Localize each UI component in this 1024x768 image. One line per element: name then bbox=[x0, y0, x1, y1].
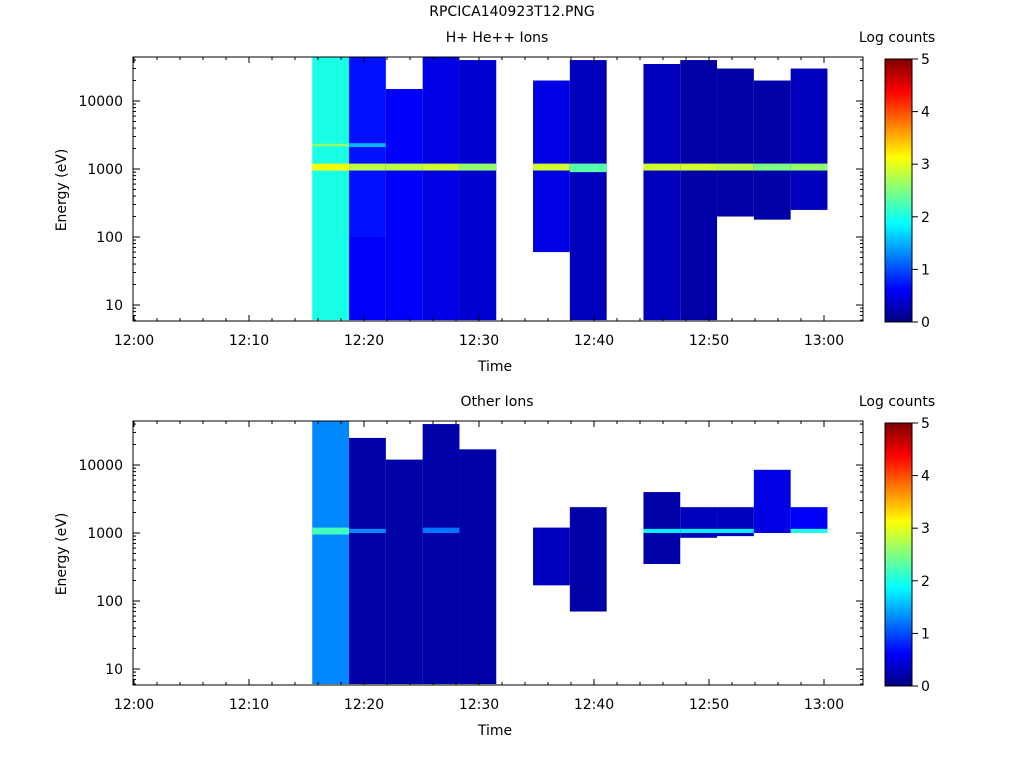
colorbar-tick-label: 1 bbox=[921, 626, 930, 642]
heatmap-cell bbox=[459, 60, 497, 321]
colorbar bbox=[884, 422, 913, 687]
x-tick-label: 12:30 bbox=[459, 697, 499, 713]
colorbar-tick-label: 4 bbox=[921, 105, 930, 121]
colorbar-label: Log counts bbox=[859, 30, 935, 46]
colorbar-tick-label: 3 bbox=[921, 521, 930, 537]
x-tick-label: 12:30 bbox=[459, 333, 499, 349]
y-tick-label: 1000 bbox=[87, 162, 123, 178]
x-tick-label: 12:50 bbox=[689, 333, 729, 349]
heatmap-cell bbox=[385, 459, 423, 685]
heatmap-cell bbox=[569, 60, 607, 321]
x-tick-label: 12:10 bbox=[229, 333, 269, 349]
x-tick-label: 12:00 bbox=[114, 697, 154, 713]
colorbar-tick-label: 2 bbox=[921, 210, 930, 226]
y-axis-label: Energy (eV) bbox=[54, 513, 70, 596]
heatmap-cell bbox=[312, 527, 350, 535]
colorbar-tick-label: 0 bbox=[921, 679, 930, 695]
heatmap-cell bbox=[753, 80, 791, 220]
y-tick-label: 10 bbox=[105, 662, 123, 678]
heatmap-cell bbox=[385, 89, 423, 321]
heatmap-cell bbox=[643, 163, 681, 171]
heatmap-cell bbox=[643, 492, 681, 565]
heatmap-cell bbox=[312, 163, 350, 171]
heatmap-cell bbox=[422, 163, 460, 171]
heatmap-cell bbox=[680, 60, 718, 321]
plot-frame bbox=[132, 420, 864, 686]
heatmap-cell bbox=[312, 57, 350, 321]
heatmap-cell bbox=[717, 68, 754, 217]
colorbar-tick-label: 4 bbox=[921, 469, 930, 485]
x-tick-label: 12:20 bbox=[344, 333, 384, 349]
axes: 12:00 12:10 12:20 12:30 12:40 12:50 13:00 10 100… bbox=[78, 421, 863, 713]
x-tick-label: 12:40 bbox=[574, 697, 614, 713]
heatmap-cell bbox=[790, 528, 828, 533]
y-tick-label: 10000 bbox=[78, 458, 123, 474]
x-axis-label: Time bbox=[477, 723, 512, 739]
y-axis-label: Energy (eV) bbox=[54, 149, 70, 232]
heatmap-cell bbox=[422, 424, 460, 685]
x-tick-label: 12:00 bbox=[114, 333, 154, 349]
heatmap-cell bbox=[753, 163, 791, 171]
heatmap-cell bbox=[349, 437, 386, 685]
heatmap-cell bbox=[349, 528, 386, 533]
panel-title: H+ He++ Ions bbox=[446, 30, 549, 46]
heatmap-cell bbox=[349, 143, 386, 148]
x-tick-label: 13:00 bbox=[804, 333, 844, 349]
y-tick-label: 1000 bbox=[87, 526, 123, 542]
heatmap-cell bbox=[349, 237, 386, 321]
heatmap-cell bbox=[680, 507, 718, 538]
heatmap-cell bbox=[680, 528, 718, 533]
panel-h-he-ions: H+ He++ Ions Time Energy (eV) 12:00 12:10… bbox=[54, 30, 935, 375]
heatmap-cell bbox=[385, 163, 423, 171]
colorbar-tick-label: 5 bbox=[921, 52, 930, 68]
heatmap-cell bbox=[790, 68, 828, 210]
colorbar-label: Log counts bbox=[859, 394, 935, 410]
heatmap-cell bbox=[680, 163, 718, 171]
heatmap-cell bbox=[422, 57, 460, 321]
x-tick-label: 12:50 bbox=[689, 697, 729, 713]
axes: 12:00 12:10 12:20 12:30 12:40 12:50 13:00 10 100… bbox=[78, 57, 863, 349]
heatmap-cell bbox=[717, 528, 754, 533]
heatmap-cell bbox=[569, 507, 607, 612]
page-title: RPCICA140923T12.PNG bbox=[429, 4, 595, 20]
x-tick-label: 13:00 bbox=[804, 697, 844, 713]
heatmap-cells bbox=[312, 57, 828, 321]
heatmap-cells bbox=[312, 421, 828, 685]
heatmap-cell bbox=[643, 528, 681, 533]
heatmap-cell bbox=[312, 421, 350, 685]
colorbar-tick-label: 5 bbox=[921, 416, 930, 432]
heatmap-cell bbox=[569, 163, 607, 173]
heatmap-cell bbox=[533, 163, 570, 171]
x-tick-label: 12:20 bbox=[344, 697, 384, 713]
heatmap-cell bbox=[312, 143, 350, 147]
heatmap-cell bbox=[349, 163, 386, 171]
heatmap-cell bbox=[717, 163, 754, 171]
colorbar-tick-label: 2 bbox=[921, 574, 930, 590]
heatmap-cell bbox=[422, 527, 460, 533]
colorbar bbox=[884, 58, 913, 323]
heatmap-cell bbox=[790, 507, 828, 533]
x-tick-label: 12:10 bbox=[229, 697, 269, 713]
y-tick-label: 100 bbox=[96, 230, 123, 246]
colorbar-ticks: 0 1 2 3 4 5 bbox=[912, 416, 930, 695]
heatmap-cell bbox=[459, 449, 497, 685]
heatmap-cell bbox=[643, 64, 681, 321]
heatmap-cell bbox=[790, 163, 828, 171]
colorbar-tick-label: 0 bbox=[921, 315, 930, 331]
heatmap-cell bbox=[459, 163, 497, 171]
x-tick-label: 12:40 bbox=[574, 333, 614, 349]
y-tick-label: 10 bbox=[105, 298, 123, 314]
colorbar-tick-label: 1 bbox=[921, 262, 930, 278]
colorbar-tick-label: 3 bbox=[921, 157, 930, 173]
panel-title: Other Ions bbox=[460, 394, 533, 410]
x-axis-label: Time bbox=[477, 359, 512, 375]
heatmap-cell bbox=[533, 527, 570, 586]
y-tick-label: 100 bbox=[96, 594, 123, 610]
panel-other-ions: Other Ions Time Energy (eV) 12:00 12:10 12… bbox=[54, 394, 935, 739]
heatmap-cell bbox=[753, 469, 791, 533]
colorbar-ticks: 0 1 2 3 4 5 bbox=[912, 52, 930, 331]
y-tick-label: 10000 bbox=[78, 94, 123, 110]
